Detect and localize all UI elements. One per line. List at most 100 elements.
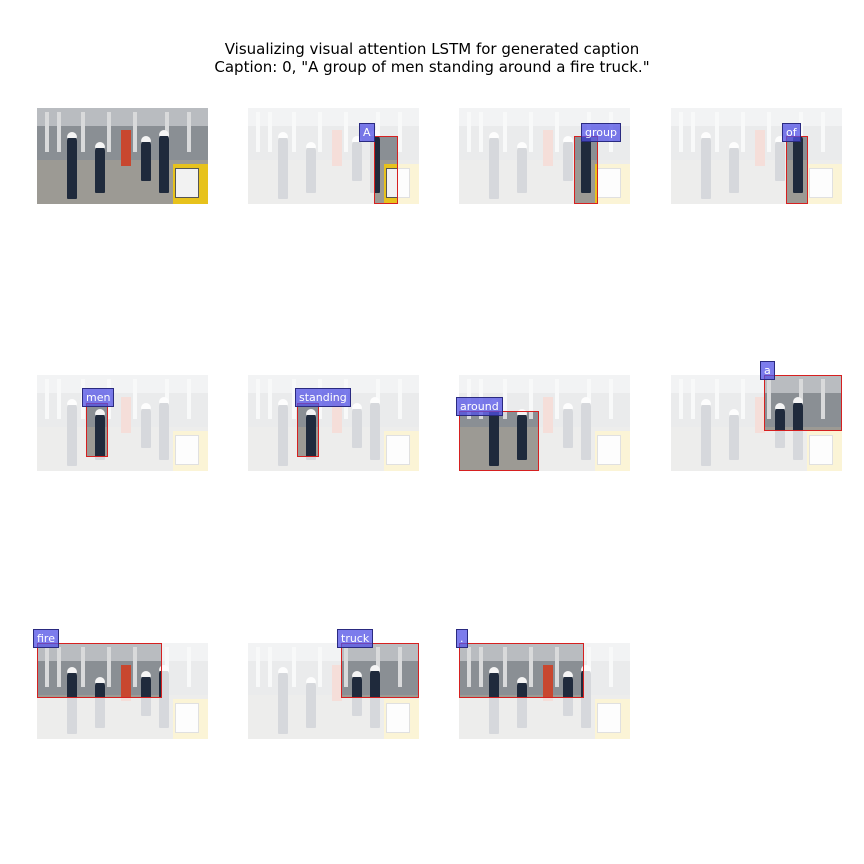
helmet bbox=[793, 397, 803, 403]
attention-window-content bbox=[374, 136, 398, 204]
word-label: men bbox=[82, 388, 115, 407]
scene-image bbox=[37, 643, 162, 698]
attention-box bbox=[574, 136, 598, 204]
person bbox=[159, 135, 169, 193]
scene-image bbox=[764, 375, 842, 431]
scene bbox=[37, 108, 208, 204]
person bbox=[141, 141, 151, 181]
person bbox=[581, 136, 591, 193]
pipe bbox=[57, 112, 61, 152]
helmet bbox=[141, 671, 151, 677]
scene bbox=[459, 643, 630, 739]
person bbox=[563, 676, 573, 698]
attention-box bbox=[86, 403, 108, 457]
person bbox=[793, 136, 803, 193]
word-label: of bbox=[782, 123, 801, 142]
helmet bbox=[581, 665, 584, 671]
helmet bbox=[67, 667, 77, 673]
background-ground bbox=[764, 427, 842, 431]
attention-window-content bbox=[459, 643, 584, 698]
helmet bbox=[67, 132, 77, 138]
scene-image bbox=[341, 643, 419, 698]
attention-box bbox=[297, 403, 319, 457]
person bbox=[352, 676, 362, 698]
person bbox=[95, 682, 105, 698]
attention-mask bbox=[671, 108, 842, 204]
attention-window bbox=[341, 643, 419, 698]
attention-mask bbox=[37, 375, 208, 471]
attention-box bbox=[374, 136, 398, 204]
helmet bbox=[352, 671, 362, 677]
attention-panel: group bbox=[459, 108, 630, 204]
helmet bbox=[95, 142, 105, 148]
yellow-truck bbox=[595, 164, 598, 204]
pipe bbox=[503, 647, 507, 687]
pipe bbox=[107, 647, 111, 687]
attention-box bbox=[341, 643, 419, 698]
sign-panel bbox=[175, 168, 199, 198]
person bbox=[489, 411, 499, 466]
red-cabinet bbox=[121, 130, 131, 166]
attention-panel: fire bbox=[33, 629, 208, 739]
helmet bbox=[141, 136, 151, 142]
red-cabinet bbox=[543, 665, 553, 698]
word-label: A bbox=[359, 123, 375, 142]
attention-window-content bbox=[764, 375, 842, 431]
pipe bbox=[767, 379, 771, 419]
pipe bbox=[479, 647, 483, 687]
word-label: a bbox=[760, 361, 775, 380]
attention-box bbox=[37, 643, 162, 698]
helmet bbox=[775, 403, 785, 409]
scene-image bbox=[374, 136, 398, 204]
attention-panel: a bbox=[671, 361, 842, 471]
person bbox=[517, 414, 527, 460]
pipe bbox=[529, 647, 533, 687]
pipe bbox=[398, 647, 402, 687]
scene-image bbox=[459, 643, 584, 698]
caption-line: Caption: 0, "A group of men standing aro… bbox=[214, 58, 650, 76]
attention-window bbox=[764, 375, 842, 431]
helmet bbox=[489, 667, 499, 673]
pipe bbox=[133, 112, 137, 152]
pipe bbox=[821, 379, 825, 419]
pipe bbox=[529, 411, 533, 419]
attention-panel: of bbox=[671, 108, 842, 204]
attention-window bbox=[37, 643, 162, 698]
person bbox=[581, 670, 584, 698]
word-label: group bbox=[581, 123, 621, 142]
pipe bbox=[57, 647, 61, 687]
attention-box bbox=[459, 411, 539, 471]
person bbox=[489, 672, 499, 698]
pipe bbox=[344, 647, 348, 687]
word-label: fire bbox=[33, 629, 59, 648]
scene-image bbox=[297, 403, 319, 457]
pipe bbox=[45, 647, 49, 687]
helmet bbox=[517, 677, 527, 683]
person bbox=[159, 670, 162, 698]
person bbox=[517, 682, 527, 698]
helmet bbox=[95, 677, 105, 683]
pipe bbox=[555, 647, 559, 687]
attention-box bbox=[786, 136, 808, 204]
scene bbox=[671, 375, 842, 471]
scene bbox=[248, 108, 419, 204]
person bbox=[374, 136, 380, 193]
pipe bbox=[45, 112, 49, 152]
pipe bbox=[107, 112, 111, 152]
helmet bbox=[159, 665, 162, 671]
person bbox=[67, 137, 77, 199]
figure-title: Visualizing visual attention LSTM for ge… bbox=[224, 40, 640, 58]
person bbox=[95, 414, 105, 457]
helmet bbox=[563, 671, 573, 677]
pipe bbox=[81, 112, 85, 152]
attention-window-content bbox=[297, 403, 319, 457]
scene bbox=[37, 375, 208, 471]
word-label: standing bbox=[295, 388, 351, 407]
sign-panel bbox=[386, 168, 398, 198]
attention-window-content bbox=[786, 136, 808, 204]
attention-window bbox=[297, 403, 319, 457]
figure-title-block: Visualizing visual attention LSTM for ge… bbox=[0, 40, 864, 76]
attention-panel: A bbox=[248, 108, 419, 204]
helmet bbox=[95, 409, 105, 415]
person bbox=[95, 147, 105, 193]
